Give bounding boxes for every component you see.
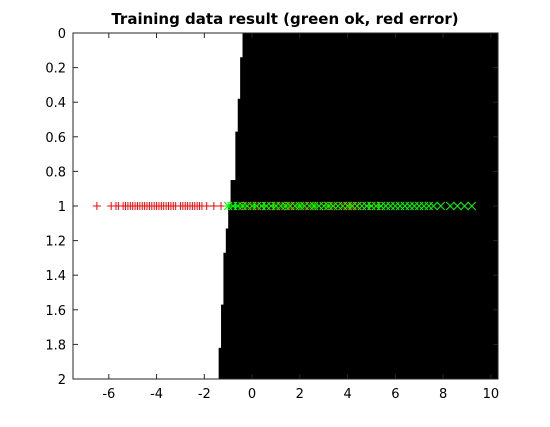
y-tick-label: 0.4 <box>45 96 66 111</box>
x-marker-point <box>436 201 446 211</box>
x-marker-point <box>460 201 469 211</box>
circle-marker-point <box>257 202 266 210</box>
y-tick-label: 2 <box>58 373 66 388</box>
y-tick-label: 0.2 <box>45 62 66 77</box>
circle-marker-point <box>310 202 319 210</box>
x-marker-point <box>453 201 462 211</box>
x-tick-label: -4 <box>150 387 163 402</box>
y-tick-label: 0 <box>58 27 66 42</box>
x-tick-label: 8 <box>439 387 447 402</box>
circle-marker-point <box>240 202 249 210</box>
circle-marker-point <box>274 202 283 210</box>
x-tick-label: -2 <box>198 387 211 402</box>
plus-marker-point <box>209 202 218 210</box>
y-tick-label: 1.2 <box>45 235 66 250</box>
x-tick-label: 4 <box>343 387 351 402</box>
y-tick-label: 0.6 <box>45 131 66 146</box>
x-marker-point <box>467 201 477 211</box>
x-axis: -6 -4 -2 0 2 4 6 8 10 <box>102 33 499 402</box>
y-tick-label: 1.8 <box>45 338 66 353</box>
circle-marker-point <box>357 202 366 210</box>
y-tick-label: 0.8 <box>45 165 66 180</box>
circle-marker-point <box>377 202 386 210</box>
x-tick-label: 0 <box>248 387 256 402</box>
plus-marker-point <box>202 202 211 210</box>
plus-marker-point <box>92 202 101 210</box>
y-tick-label: 1.4 <box>45 269 66 284</box>
circle-marker-point <box>341 202 350 210</box>
x-marker-point <box>429 201 438 211</box>
x-tick-label: -6 <box>102 387 115 402</box>
circle-marker-point <box>283 202 292 210</box>
data-points <box>92 201 477 211</box>
y-tick-label: 1.6 <box>45 304 66 319</box>
chart-title: Training data result (green ok, red erro… <box>111 10 458 28</box>
x-tick-label: 6 <box>391 387 399 402</box>
circle-marker-point <box>367 202 376 210</box>
x-tick-label: 10 <box>483 387 500 402</box>
y-axis: 0 0.2 0.4 0.6 0.8 1 1.2 1.4 1.6 1.8 2 <box>45 27 498 388</box>
circle-marker-point <box>345 202 354 210</box>
plus-marker-point <box>217 202 226 210</box>
x-marker-point <box>445 201 455 211</box>
y-tick-label: 1 <box>58 200 66 215</box>
x-tick-label: 2 <box>296 387 304 402</box>
